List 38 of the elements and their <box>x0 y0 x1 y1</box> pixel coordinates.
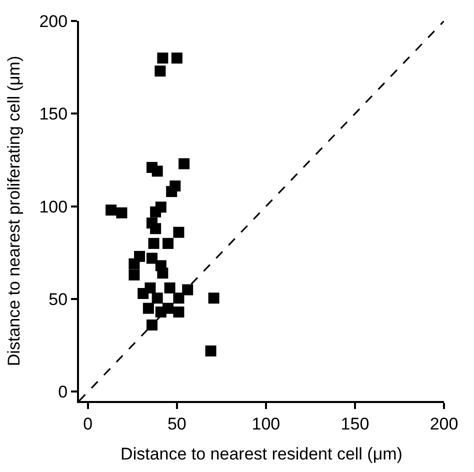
point <box>166 186 178 198</box>
point <box>106 204 117 216</box>
point <box>150 206 162 218</box>
point <box>178 158 190 170</box>
point <box>205 345 216 356</box>
point <box>208 292 220 304</box>
point <box>157 268 168 279</box>
point <box>146 320 158 330</box>
x-tick-label: 200 <box>430 414 458 434</box>
point <box>150 223 162 234</box>
point <box>182 284 194 296</box>
point <box>164 282 176 294</box>
point <box>144 282 156 294</box>
point <box>173 226 184 238</box>
y-tick-label: 200 <box>39 12 68 31</box>
y-tick-label: 100 <box>39 197 68 216</box>
point <box>152 292 163 304</box>
x-tick-label: 100 <box>252 414 280 434</box>
point <box>171 52 182 64</box>
point <box>148 238 160 249</box>
point <box>116 207 128 218</box>
y-tick-label: 50 <box>48 290 68 309</box>
point <box>162 238 174 249</box>
y-axis-title: Distance to nearest proliferating cell (μm) <box>4 56 24 366</box>
point <box>146 252 158 264</box>
x-axis-title: Distance to nearest resident cell (μm) <box>120 444 402 464</box>
x-tick-label: 0 <box>83 414 93 434</box>
point <box>128 269 140 280</box>
point <box>152 166 163 177</box>
point <box>154 66 166 77</box>
point <box>128 258 140 270</box>
x-tick-label: 150 <box>340 414 370 434</box>
point <box>142 302 154 314</box>
y-tick-label: 150 <box>39 104 68 124</box>
x-tick-label: 50 <box>167 414 186 434</box>
point <box>157 52 168 64</box>
point <box>173 306 184 318</box>
y-tick-label: 0 <box>58 382 68 402</box>
